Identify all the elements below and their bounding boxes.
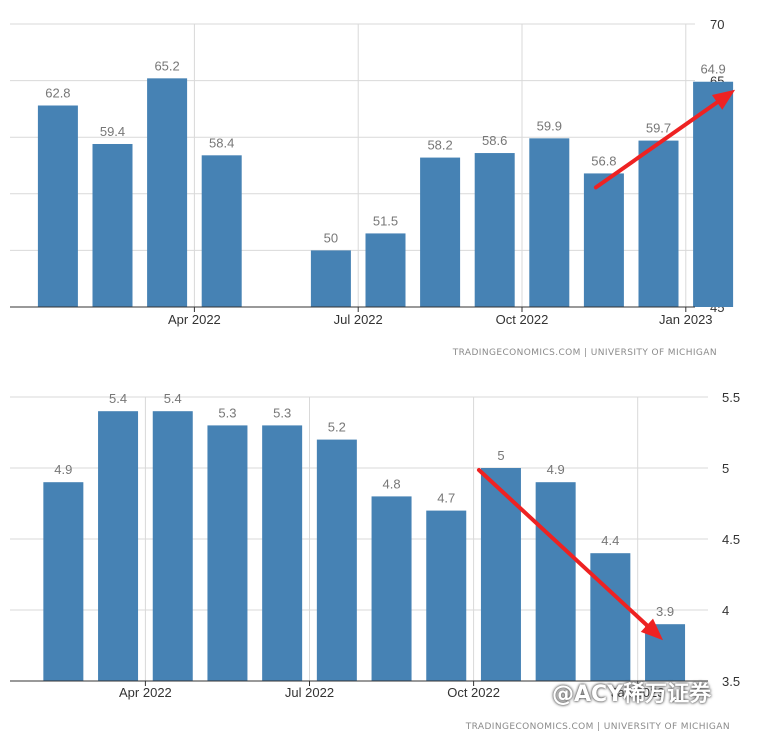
- bar: [207, 425, 248, 681]
- data-label: 5.4: [164, 391, 182, 406]
- bar: [201, 155, 242, 307]
- bar: [480, 468, 521, 681]
- trend-arrow-line: [593, 100, 720, 190]
- x-tick-label: Oct 2022: [447, 685, 500, 700]
- bar: [316, 439, 357, 681]
- data-label: 4.4: [601, 533, 619, 548]
- bar: [310, 250, 351, 307]
- bar: [535, 482, 576, 681]
- trend-arrow-head: [640, 618, 664, 641]
- data-label: 58.2: [427, 138, 452, 153]
- data-label: 64.9: [700, 62, 725, 77]
- x-tick-label: Jan 2023: [611, 685, 665, 700]
- bar: [693, 81, 734, 308]
- data-label: 59.9: [537, 118, 562, 133]
- y-tick-label: 4: [722, 603, 729, 618]
- data-label: 58.6: [482, 133, 507, 148]
- trend-arrow-head: [711, 89, 736, 110]
- bar: [262, 425, 303, 681]
- data-label: 3.9: [656, 604, 674, 619]
- data-label: 5.3: [273, 405, 291, 420]
- data-label: 5.4: [109, 391, 127, 406]
- bar: [98, 411, 139, 681]
- data-label: 62.8: [45, 86, 70, 101]
- data-label: 56.8: [591, 153, 616, 168]
- bar: [529, 138, 570, 307]
- x-tick-label: Apr 2022: [168, 312, 221, 327]
- x-tick-label: Jul 2022: [285, 685, 334, 700]
- bar: [37, 105, 78, 307]
- bar: [92, 143, 133, 307]
- x-tick-label: Oct 2022: [496, 312, 549, 327]
- x-tick-label: Jan 2023: [659, 312, 713, 327]
- data-label: 51.5: [373, 213, 398, 228]
- data-label: 4.9: [547, 462, 565, 477]
- data-label: 5.2: [328, 420, 346, 435]
- source-label: TRADINGECONOMICS.COM | UNIVERSITY OF MIC…: [452, 348, 717, 358]
- bar: [371, 496, 412, 681]
- bar: [474, 153, 515, 307]
- y-tick-label: 3.5: [722, 674, 740, 689]
- bar: [43, 482, 84, 681]
- data-label: 50: [324, 230, 338, 245]
- data-label: 59.4: [100, 124, 125, 139]
- watermark-text: @ACY稀万证券: [552, 682, 712, 707]
- data-label: 5.3: [218, 405, 236, 420]
- data-label: 58.4: [209, 135, 234, 150]
- x-tick-label: Apr 2022: [119, 685, 172, 700]
- data-label: 59.7: [646, 121, 671, 136]
- chart-top: 45505560657062.859.465.258.45051.558.258…: [10, 17, 736, 358]
- y-tick-label: 5: [722, 461, 729, 476]
- y-tick-label: 70: [710, 17, 724, 32]
- bar: [365, 233, 406, 307]
- data-label: 4.8: [383, 476, 401, 491]
- data-label: 65.2: [154, 58, 179, 73]
- x-tick-label: Jul 2022: [334, 312, 383, 327]
- bar: [426, 510, 467, 681]
- data-label: 4.9: [54, 462, 72, 477]
- data-label: 4.7: [437, 491, 455, 506]
- trend-arrow-line: [476, 468, 649, 628]
- bar: [420, 157, 461, 307]
- bar: [590, 553, 631, 681]
- data-label: 5: [497, 448, 504, 463]
- bar: [147, 78, 188, 307]
- chart-bottom: 3.5 4 4.5 5 5.5 4.9 5.4 5.4 5.3 5.3 5.2 4.8 4.7 5 4.9 4…: [10, 390, 740, 732]
- source-label: TRADINGECONOMICS.COM | UNIVERSITY OF MIC…: [465, 722, 730, 732]
- bar: [638, 140, 679, 307]
- y-tick-label: 5.5: [722, 390, 740, 405]
- bar: [152, 411, 193, 681]
- y-tick-label: 4.5: [722, 532, 740, 547]
- bar: [583, 173, 624, 307]
